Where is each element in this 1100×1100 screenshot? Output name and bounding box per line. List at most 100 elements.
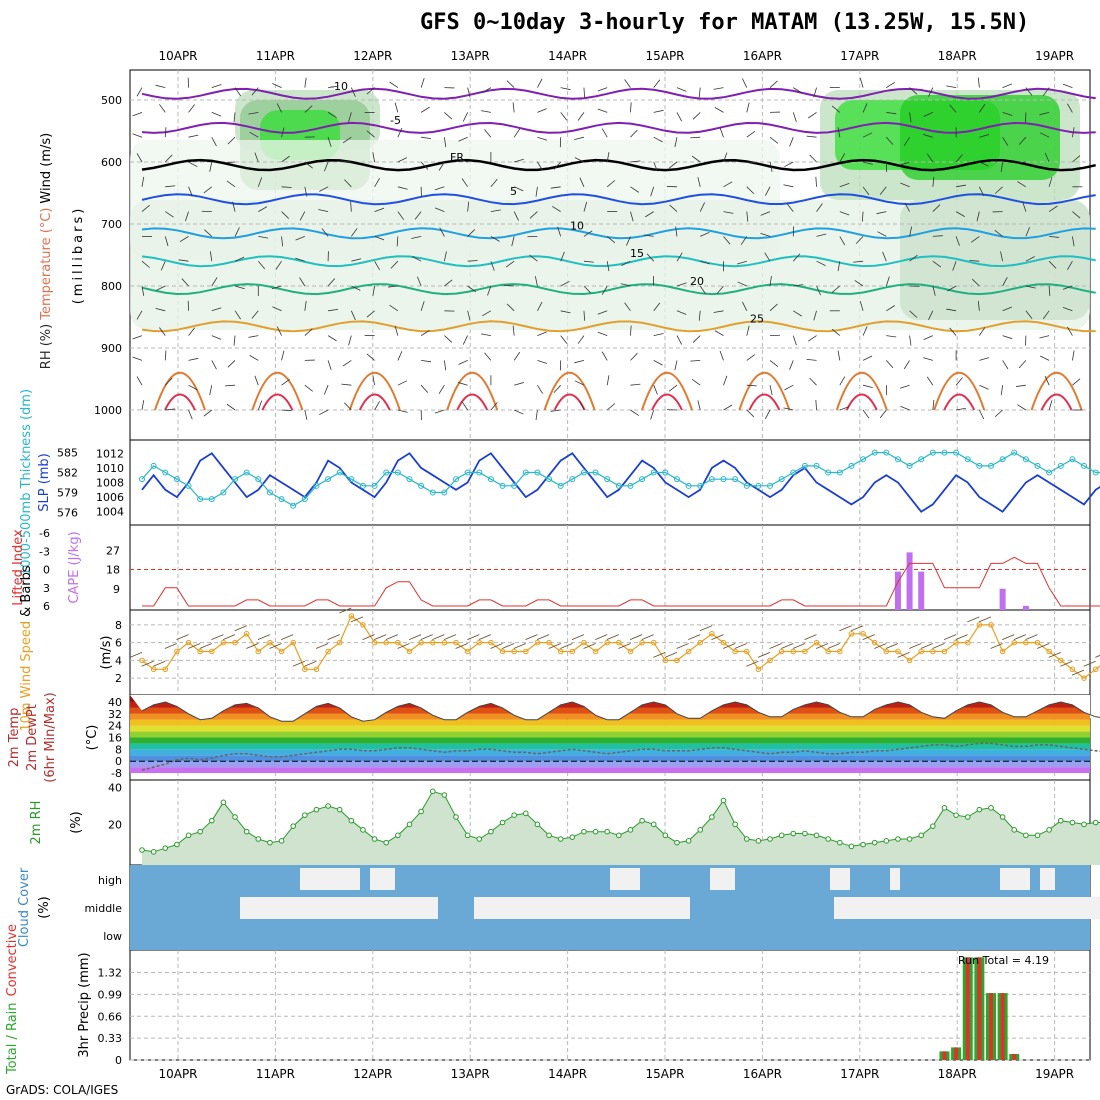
li-tick: -3	[39, 545, 50, 558]
date-label-bottom: 18APR	[938, 1067, 977, 1081]
wind-barb	[909, 643, 922, 649]
thickness-point	[336, 469, 343, 476]
wind-speed-point	[999, 648, 1006, 655]
wind-barb	[412, 256, 422, 262]
wind-barb	[141, 176, 145, 187]
wind-barb	[394, 325, 399, 336]
wind-speed-point	[557, 648, 564, 655]
wind-speed-point	[581, 639, 587, 646]
wind-barb	[269, 643, 282, 649]
wind-barb	[1072, 236, 1075, 247]
thickness-point	[266, 489, 273, 496]
wind-barb	[793, 284, 804, 287]
wind-barb	[304, 300, 307, 311]
wind-barb	[560, 280, 570, 287]
thickness-point	[418, 482, 425, 489]
pressure-tick-label: 600	[101, 156, 122, 169]
wind-barb	[281, 350, 285, 361]
date-label-bottom: 13APR	[451, 1067, 490, 1081]
wind-barb	[746, 325, 750, 336]
wind-barb	[601, 285, 608, 295]
wind-barb	[723, 211, 734, 214]
wind-barb	[319, 186, 329, 192]
wind-barb	[769, 161, 773, 172]
wind-barb	[342, 136, 352, 144]
wind-barb	[136, 310, 143, 320]
wind-barb	[512, 325, 515, 336]
thickness-point	[604, 476, 611, 483]
wind-barb	[350, 310, 356, 321]
wind-barb	[574, 360, 585, 364]
temp-tick: 32	[108, 708, 122, 721]
wind-barb	[746, 102, 750, 113]
thickness-point	[499, 482, 506, 489]
thickness-point	[453, 476, 460, 483]
wind-barb	[816, 260, 826, 266]
wind-barb	[537, 360, 548, 364]
wind-barb	[723, 404, 733, 411]
wind-barb	[630, 129, 638, 138]
wind-barb	[420, 301, 425, 311]
middle-cloud-block	[1032, 897, 1050, 919]
wind-barb	[421, 360, 432, 363]
wind-barb	[164, 377, 173, 386]
wind-barb	[769, 80, 778, 88]
middle-cloud-block	[582, 897, 600, 919]
high-cloud-block	[1040, 868, 1055, 890]
wind-barb	[926, 153, 934, 163]
thickness-point	[662, 469, 669, 476]
wind-barb	[323, 161, 329, 172]
wind-barb	[839, 376, 846, 386]
wind-barb	[457, 382, 468, 386]
rh-point	[499, 819, 506, 826]
wind-barb	[792, 643, 806, 649]
wind-barb	[620, 283, 631, 287]
wind-barb	[606, 634, 620, 641]
wind-barb	[700, 260, 710, 265]
wind-barb	[837, 350, 841, 361]
wind-barb	[1039, 335, 1050, 339]
wind-barb	[786, 203, 794, 212]
temp-line	[141, 701, 1100, 722]
wind-barb	[719, 350, 724, 361]
wind-barb	[719, 127, 724, 138]
temp-color-band	[130, 767, 1090, 774]
cape-tick: 18	[106, 564, 120, 577]
wind-barb	[674, 137, 678, 148]
isotherm-FR	[141, 158, 1096, 172]
wind-barb	[808, 112, 817, 119]
date-label-top: 11APR	[256, 49, 295, 63]
cape-bar	[999, 588, 1006, 610]
temp-tick: 24	[108, 720, 122, 733]
wind-barb	[577, 112, 585, 121]
wind-barb	[697, 400, 701, 411]
thickness-point	[150, 462, 157, 469]
rh-tick: 20	[108, 818, 122, 831]
wind-barb	[630, 102, 632, 113]
isotherm-label: 25	[750, 312, 764, 325]
thickness-point	[162, 469, 169, 476]
wind-barb	[505, 260, 515, 268]
wind-barb	[458, 136, 468, 142]
isotherm-35-loop	[748, 393, 781, 411]
thickness-point	[953, 449, 960, 456]
wind-barb	[234, 625, 247, 632]
wind-barb	[969, 260, 980, 262]
wind-barb	[374, 261, 380, 271]
wind-barb	[583, 310, 586, 321]
li-tick: 3	[43, 582, 50, 595]
wind-barb	[723, 181, 733, 188]
wind-barb	[853, 260, 864, 263]
wind-barb	[155, 307, 166, 312]
wind-speed-point	[174, 648, 180, 655]
precip-tick: 0	[115, 1054, 122, 1067]
thickness-point	[1034, 462, 1041, 469]
wind-barb	[1083, 660, 1096, 667]
wind-barb	[769, 360, 779, 367]
wind-barb	[560, 310, 571, 314]
rh-point	[220, 799, 227, 806]
temp-color-band	[130, 719, 1090, 726]
thickness-point	[883, 449, 890, 456]
wind-barb	[227, 136, 236, 145]
panel-frame-precip	[129, 949, 1091, 1061]
